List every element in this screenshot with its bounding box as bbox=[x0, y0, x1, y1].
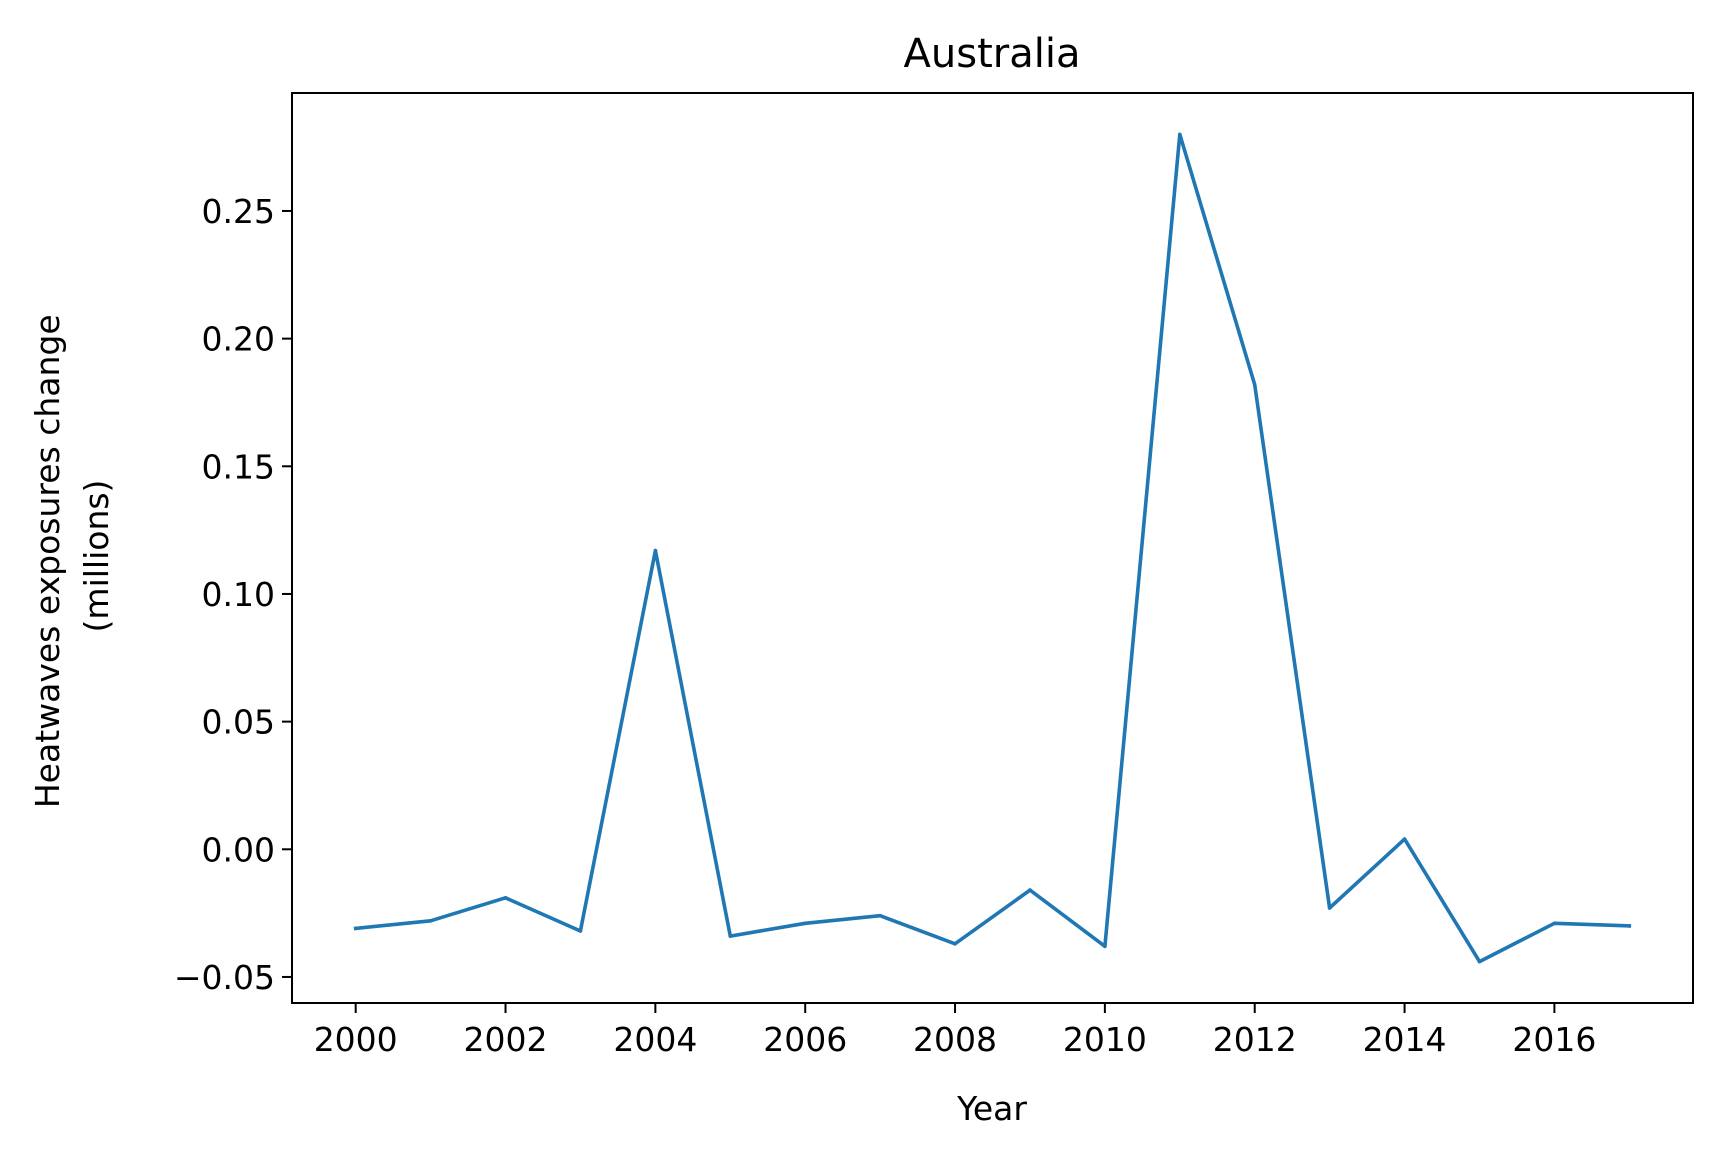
data-point bbox=[578, 929, 583, 933]
y-axis: −0.05 0.00 0.05 0.10 0.15 0.20 0.25 bbox=[174, 192, 292, 997]
plot-frame bbox=[291, 92, 1694, 1004]
y-tick-label: 0.10 bbox=[202, 575, 275, 614]
data-point bbox=[1552, 921, 1557, 926]
y-axis-label-line-2: (millions) bbox=[77, 480, 116, 633]
x-tick-label: 2008 bbox=[913, 1020, 997, 1059]
data-point bbox=[1103, 944, 1107, 949]
data-point bbox=[728, 934, 733, 938]
x-tick-label: 2000 bbox=[314, 1020, 398, 1059]
data-point bbox=[653, 548, 658, 553]
data-point bbox=[1327, 906, 1332, 910]
data-point bbox=[1028, 888, 1032, 892]
x-tick-label: 2010 bbox=[1063, 1020, 1147, 1059]
x-tick-label: 2012 bbox=[1213, 1020, 1297, 1059]
data-point bbox=[503, 896, 508, 900]
data-point bbox=[1402, 837, 1407, 841]
y-tick-label: 0.15 bbox=[202, 447, 275, 486]
data-point bbox=[353, 926, 358, 931]
y-tick-label: 0.25 bbox=[202, 192, 275, 231]
y-tick-label: −0.05 bbox=[174, 958, 275, 997]
series-line-0 bbox=[353, 132, 1632, 964]
data-point bbox=[1477, 959, 1482, 964]
x-axis: 2000 2002 2004 2006 2008 2010 2012 2014 2016 bbox=[314, 1003, 1596, 1059]
data-point bbox=[953, 942, 957, 946]
data-point bbox=[803, 921, 807, 926]
data-point bbox=[428, 919, 433, 923]
series-layer bbox=[353, 132, 1632, 964]
data-point bbox=[1627, 924, 1632, 928]
chart-title: Australia bbox=[904, 31, 1081, 77]
y-tick-label: 0.00 bbox=[202, 830, 275, 869]
y-axis-label-line-1: Heatwaves exposures change bbox=[28, 314, 67, 808]
y-axis-label: Heatwaves exposures change (millions) bbox=[28, 304, 116, 808]
y-tick-label: 0.20 bbox=[202, 320, 275, 359]
data-point bbox=[1178, 132, 1182, 137]
x-axis-label: Year bbox=[956, 1089, 1027, 1128]
data-point bbox=[1252, 382, 1257, 387]
x-tick-label: 2016 bbox=[1512, 1020, 1596, 1059]
x-tick-label: 2004 bbox=[613, 1020, 697, 1059]
x-tick-label: 2002 bbox=[464, 1020, 548, 1059]
y-tick-label: 0.05 bbox=[202, 703, 275, 742]
x-tick-label: 2006 bbox=[763, 1020, 847, 1059]
x-tick-label: 2014 bbox=[1363, 1020, 1447, 1059]
data-point bbox=[878, 913, 882, 918]
